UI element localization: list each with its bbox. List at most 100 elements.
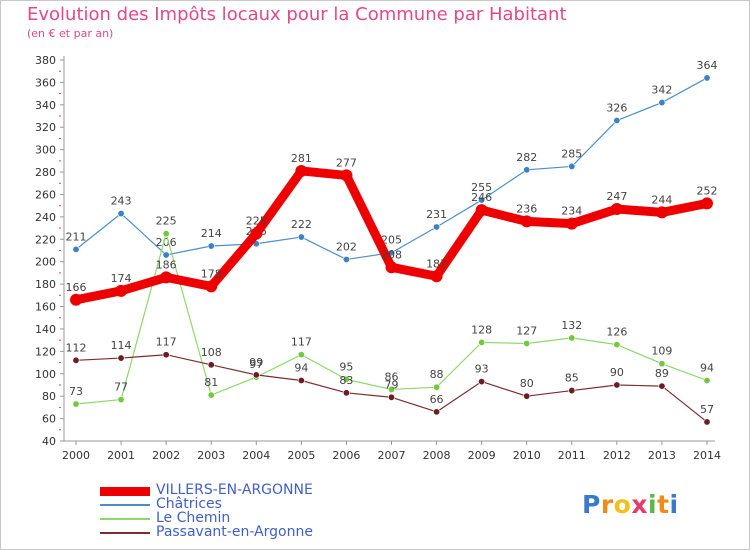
- logo-letter: x: [631, 490, 648, 519]
- point-passavant-en-argonne-2003: [207, 361, 215, 369]
- logo-letter: i: [669, 490, 679, 519]
- point-le-chemin-2012: [613, 341, 621, 349]
- point-ch-trices-2006: [342, 255, 350, 263]
- legend-swatch-chatrices: [100, 504, 150, 506]
- point-passavant-en-argonne-2014: [703, 418, 711, 426]
- y-tick-label-180: 180: [35, 278, 56, 291]
- legend-label-villers: VILLERS-EN-ARGONNE: [156, 482, 313, 498]
- point-passavant-en-argonne-2008: [433, 408, 441, 416]
- legend-swatch-le-chemin: [100, 518, 150, 520]
- data-label-passavant-en-argonne-2009: 93: [475, 363, 489, 376]
- data-label-ch-trices-2006: 202: [336, 240, 357, 253]
- x-tick-label-2011: 2011: [558, 449, 586, 462]
- data-label-ch-trices-2001: 243: [111, 195, 132, 208]
- point-passavant-en-argonne-2002: [162, 351, 170, 359]
- data-label-villers-en-argonne-2001: 174: [111, 272, 132, 285]
- chart-title: Evolution des Impôts locaux pour la Comm…: [27, 4, 567, 25]
- data-label-passavant-en-argonne-2002: 117: [156, 336, 177, 349]
- point-ch-trices-2002: [162, 251, 170, 259]
- point-ch-trices-2000: [72, 245, 80, 253]
- data-label-villers-en-argonne-2008: 187: [426, 257, 447, 270]
- y-tick-label-360: 360: [35, 76, 56, 89]
- data-label-passavant-en-argonne-2005: 94: [294, 361, 308, 374]
- x-tick-label-2013: 2013: [648, 449, 676, 462]
- data-label-ch-trices-2009: 255: [471, 181, 492, 194]
- point-ch-trices-2011: [568, 162, 576, 170]
- point-passavant-en-argonne-2001: [117, 354, 125, 362]
- point-le-chemin-2007: [387, 385, 395, 393]
- data-label-le-chemin-2004: 97: [249, 358, 263, 371]
- point-ch-trices-2014: [703, 74, 711, 82]
- data-label-le-chemin-2006: 95: [339, 360, 353, 373]
- data-label-le-chemin-2014: 94: [700, 361, 714, 374]
- x-tick-label-2009: 2009: [468, 449, 496, 462]
- x-tick-label-2007: 2007: [378, 449, 406, 462]
- legend-label-passavant: Passavant-en-Argonne: [156, 524, 313, 540]
- logo-letter: r: [600, 490, 614, 519]
- point-ch-trices-2009: [478, 196, 486, 204]
- data-label-ch-trices-2007: 205: [381, 234, 402, 247]
- point-passavant-en-argonne-2005: [297, 376, 305, 384]
- y-tick-label-260: 260: [35, 188, 56, 201]
- point-le-chemin-2008: [433, 383, 441, 391]
- point-ch-trices-2010: [523, 166, 531, 174]
- y-tick-label-380: 380: [35, 54, 56, 67]
- x-tick-label-2012: 2012: [603, 449, 631, 462]
- y-tick-label-100: 100: [35, 368, 56, 381]
- data-label-le-chemin-2007: 86: [385, 370, 399, 383]
- point-villers-en-argonne-2012: [610, 203, 623, 216]
- point-passavant-en-argonne-2012: [613, 381, 621, 389]
- y-tick-label-300: 300: [35, 144, 56, 157]
- data-label-villers-en-argonne-2006: 277: [336, 156, 357, 169]
- data-label-villers-en-argonne-2000: 166: [66, 281, 87, 294]
- data-label-le-chemin-2008: 88: [430, 368, 444, 381]
- y-tick-label-240: 240: [35, 211, 56, 224]
- data-label-passavant-en-argonne-2011: 85: [565, 372, 579, 385]
- point-ch-trices-2008: [433, 223, 441, 231]
- point-le-chemin-2006: [342, 375, 350, 383]
- data-label-passavant-en-argonne-2001: 114: [111, 339, 132, 352]
- y-tick-label-120: 120: [35, 345, 56, 358]
- y-tick-label-280: 280: [35, 166, 56, 179]
- data-label-passavant-en-argonne-2012: 90: [610, 366, 624, 379]
- point-villers-en-argonne-2006: [340, 169, 353, 182]
- point-villers-en-argonne-2007: [385, 261, 398, 274]
- data-label-le-chemin-2009: 128: [471, 323, 492, 336]
- point-villers-en-argonne-2005: [295, 164, 308, 177]
- y-tick-label-60: 60: [42, 413, 56, 426]
- logo-letter: i: [648, 490, 658, 519]
- data-label-villers-en-argonne-2005: 281: [291, 152, 312, 165]
- data-label-ch-trices-2012: 326: [606, 102, 627, 115]
- point-villers-en-argonne-2011: [565, 217, 578, 230]
- logo-letter: P: [582, 490, 601, 519]
- point-passavant-en-argonne-2010: [523, 392, 531, 400]
- x-tick-label-2005: 2005: [287, 449, 315, 462]
- legend-label-le-chemin: Le Chemin: [156, 510, 231, 526]
- data-label-passavant-en-argonne-2006: 83: [339, 374, 353, 387]
- data-label-ch-trices-2011: 285: [561, 147, 582, 160]
- point-passavant-en-argonne-2013: [658, 382, 666, 390]
- data-label-passavant-en-argonne-2007: 79: [385, 378, 399, 391]
- point-ch-trices-2005: [297, 233, 305, 241]
- point-le-chemin-2013: [658, 360, 666, 368]
- point-le-chemin-2011: [568, 334, 576, 342]
- data-label-passavant-en-argonne-2014: 57: [700, 403, 714, 416]
- point-villers-en-argonne-2013: [655, 206, 668, 219]
- y-tick-label-340: 340: [35, 99, 56, 112]
- y-tick-label-220: 220: [35, 233, 56, 246]
- point-villers-en-argonne-2004: [250, 227, 263, 240]
- point-ch-trices-2012: [613, 117, 621, 125]
- data-label-ch-trices-2014: 364: [697, 59, 718, 72]
- logo-letter: o: [613, 490, 632, 519]
- legend-label-chatrices: Châtrices: [156, 496, 222, 512]
- data-label-passavant-en-argonne-2003: 108: [201, 346, 222, 359]
- data-label-villers-en-argonne-2004: 225: [246, 215, 267, 228]
- y-tick-label-320: 320: [35, 121, 56, 134]
- y-tick-label-140: 140: [35, 323, 56, 336]
- point-ch-trices-2003: [207, 242, 215, 250]
- data-label-le-chemin-2011: 132: [561, 319, 582, 332]
- point-le-chemin-2010: [523, 340, 531, 348]
- data-label-le-chemin-2003: 81: [204, 376, 218, 389]
- chart-subtitle: (en € et par an): [27, 27, 114, 40]
